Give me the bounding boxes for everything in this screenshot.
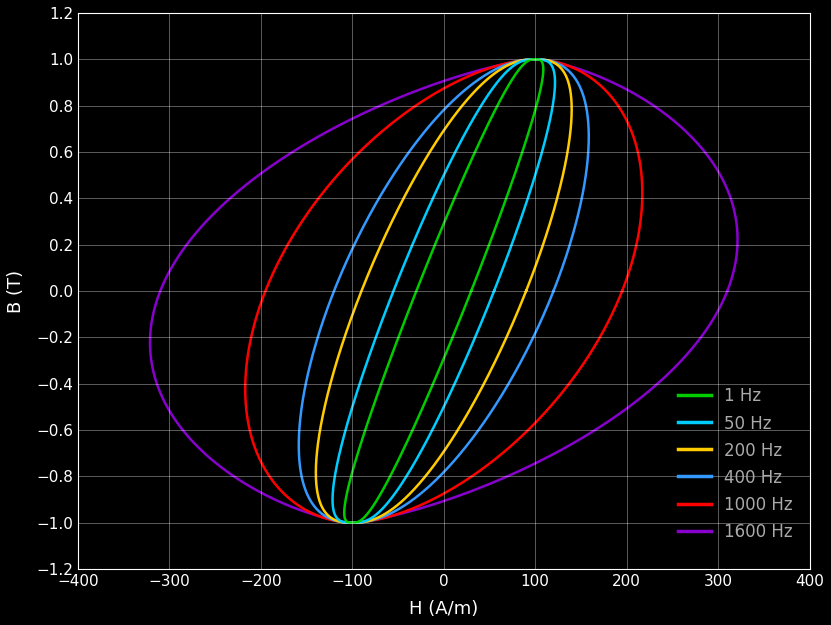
1600 Hz bbox=[722, 288, 732, 295]
200 Hz bbox=[371, 514, 381, 522]
50 Hz bbox=[366, 514, 376, 522]
1000 Hz bbox=[530, 56, 540, 63]
Line: 400 Hz: 400 Hz bbox=[299, 59, 589, 522]
200 Hz bbox=[419, 158, 429, 165]
Line: 1 Hz: 1 Hz bbox=[344, 59, 543, 522]
1 Hz bbox=[364, 508, 374, 515]
1600 Hz bbox=[722, 288, 732, 295]
50 Hz bbox=[537, 149, 547, 156]
1 Hz bbox=[347, 519, 357, 526]
1000 Hz bbox=[400, 508, 410, 515]
50 Hz bbox=[375, 508, 385, 515]
50 Hz bbox=[489, 288, 499, 295]
400 Hz bbox=[374, 514, 384, 522]
200 Hz bbox=[347, 519, 356, 526]
1 Hz bbox=[358, 514, 368, 522]
200 Hz bbox=[384, 508, 394, 515]
1000 Hz bbox=[633, 149, 643, 156]
1 Hz bbox=[445, 204, 455, 211]
1 Hz bbox=[466, 158, 476, 165]
Line: 1600 Hz: 1600 Hz bbox=[150, 59, 738, 522]
1 Hz bbox=[517, 149, 527, 156]
50 Hz bbox=[489, 288, 499, 295]
1 Hz bbox=[466, 288, 476, 295]
1600 Hz bbox=[347, 519, 357, 526]
1600 Hz bbox=[273, 158, 283, 165]
Line: 50 Hz: 50 Hz bbox=[332, 59, 555, 522]
50 Hz bbox=[529, 56, 539, 63]
400 Hz bbox=[369, 204, 379, 211]
1 Hz bbox=[340, 501, 350, 509]
1600 Hz bbox=[215, 204, 225, 211]
400 Hz bbox=[548, 288, 558, 295]
400 Hz bbox=[583, 149, 593, 156]
200 Hz bbox=[563, 149, 573, 156]
400 Hz bbox=[308, 501, 318, 509]
200 Hz bbox=[394, 204, 404, 211]
50 Hz bbox=[424, 204, 434, 211]
X-axis label: H (A/m): H (A/m) bbox=[409, 600, 479, 618]
1000 Hz bbox=[617, 288, 627, 295]
Legend: 1 Hz, 50 Hz, 200 Hz, 400 Hz, 1000 Hz, 1600 Hz: 1 Hz, 50 Hz, 200 Hz, 400 Hz, 1000 Hz, 16… bbox=[669, 379, 801, 549]
1000 Hz bbox=[307, 204, 317, 211]
200 Hz bbox=[530, 56, 540, 63]
200 Hz bbox=[316, 501, 326, 509]
1600 Hz bbox=[283, 501, 293, 509]
1 Hz bbox=[530, 56, 540, 63]
50 Hz bbox=[445, 158, 455, 165]
1 Hz bbox=[466, 288, 476, 295]
400 Hz bbox=[390, 508, 400, 515]
1000 Hz bbox=[346, 158, 356, 165]
400 Hz bbox=[397, 158, 407, 165]
Line: 200 Hz: 200 Hz bbox=[316, 59, 572, 522]
50 Hz bbox=[347, 519, 356, 526]
50 Hz bbox=[327, 501, 337, 509]
Line: 1000 Hz: 1000 Hz bbox=[245, 59, 642, 522]
1000 Hz bbox=[293, 501, 303, 509]
1000 Hz bbox=[617, 288, 627, 295]
Y-axis label: B (T): B (T) bbox=[7, 269, 25, 312]
200 Hz bbox=[521, 288, 531, 295]
400 Hz bbox=[347, 519, 357, 526]
1000 Hz bbox=[379, 514, 389, 522]
400 Hz bbox=[548, 288, 558, 295]
1600 Hz bbox=[530, 56, 540, 63]
1600 Hz bbox=[377, 514, 387, 522]
1000 Hz bbox=[347, 519, 357, 526]
200 Hz bbox=[521, 288, 531, 295]
400 Hz bbox=[530, 56, 540, 63]
1600 Hz bbox=[405, 508, 415, 515]
1600 Hz bbox=[700, 149, 710, 156]
